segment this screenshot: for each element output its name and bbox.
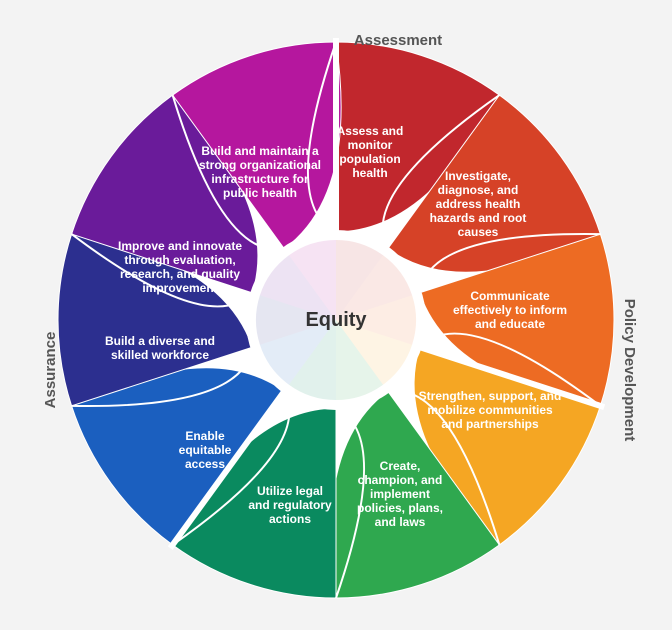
pinwheel-svg: EquityAssess andmonitorpopulationhealthI… bbox=[0, 0, 672, 630]
diagram-stage: EquityAssess andmonitorpopulationhealthI… bbox=[0, 0, 672, 630]
outer-label-2: Assurance bbox=[42, 332, 59, 409]
outer-label-0: Assessment bbox=[354, 32, 442, 49]
center-label: Equity bbox=[305, 309, 367, 331]
outer-label-1: Policy Development bbox=[621, 299, 638, 442]
